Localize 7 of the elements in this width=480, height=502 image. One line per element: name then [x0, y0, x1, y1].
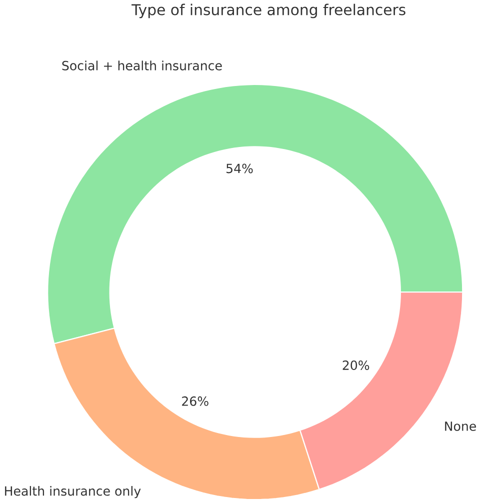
slice-label: None: [444, 422, 476, 431]
slice-label: Health insurance only: [4, 486, 141, 498]
data-label: 20%: [342, 360, 369, 370]
data-label: 54%: [226, 164, 253, 174]
slice-label: Social + health insurance: [62, 60, 222, 70]
chart-title: Type of insurance among freelancers: [131, 4, 406, 18]
data-label: 26%: [182, 396, 208, 406]
